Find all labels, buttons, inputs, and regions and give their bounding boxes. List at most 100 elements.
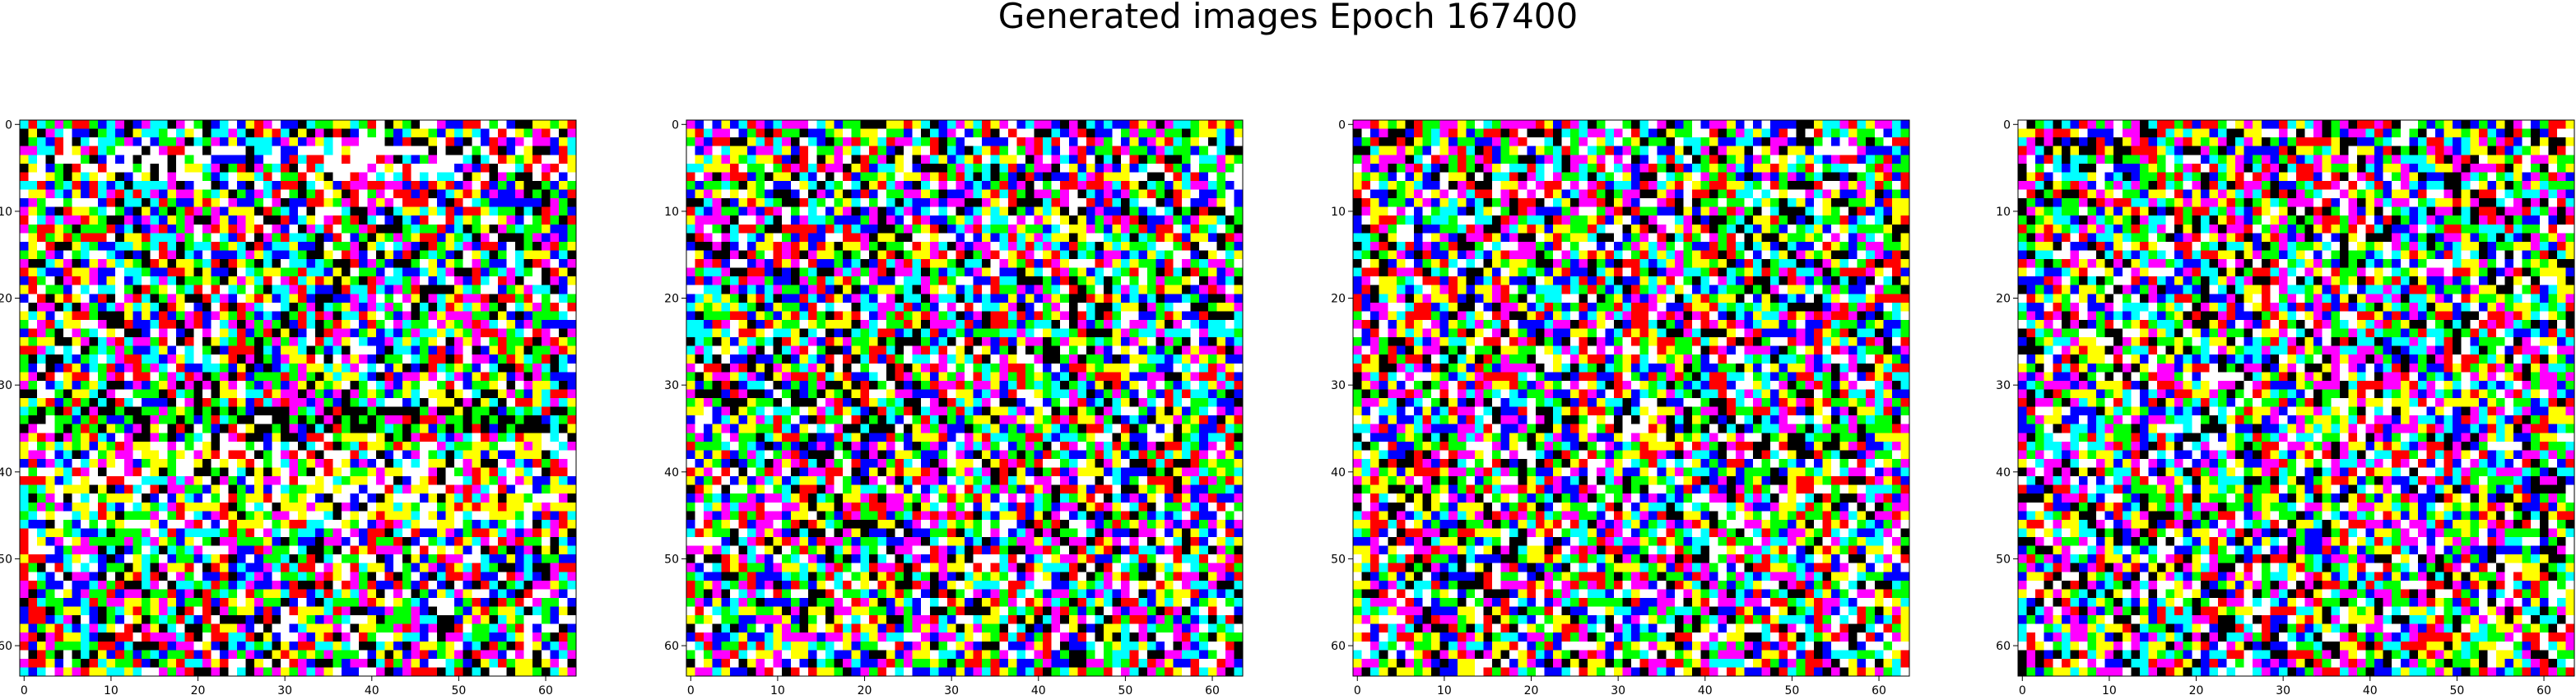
pixel	[28, 345, 38, 355]
pixel	[202, 511, 212, 521]
pixel	[567, 198, 577, 208]
pixel	[167, 198, 177, 208]
pixel	[315, 641, 325, 651]
pixel	[1016, 180, 1026, 191]
pixel	[45, 441, 55, 451]
pixel	[272, 641, 281, 651]
pixel	[159, 180, 169, 191]
pixel	[228, 206, 238, 216]
pixel	[411, 180, 421, 191]
pixel	[393, 667, 403, 677]
pixel	[289, 354, 299, 364]
pixel	[245, 615, 255, 625]
pixel	[558, 128, 569, 138]
pixel	[106, 224, 116, 234]
pixel	[567, 398, 577, 408]
pixel	[419, 146, 430, 155]
pixel	[315, 450, 325, 460]
pixel	[506, 658, 516, 669]
pixel	[315, 476, 325, 486]
pixel	[89, 389, 99, 399]
pixel	[28, 233, 38, 243]
pixel	[133, 319, 142, 330]
pixel	[523, 363, 533, 373]
pixel	[567, 389, 577, 399]
pixel	[167, 450, 177, 460]
pixel	[306, 519, 316, 530]
pixel	[315, 302, 325, 312]
pixel	[558, 302, 569, 312]
pixel	[756, 206, 765, 216]
pixel	[141, 155, 151, 164]
pixel	[393, 389, 403, 399]
pixel	[211, 276, 221, 286]
pixel	[497, 311, 508, 321]
pixel	[123, 328, 133, 338]
pixel	[497, 146, 508, 155]
pixel	[1016, 189, 1026, 199]
pixel	[1129, 120, 1139, 130]
pixel	[106, 337, 116, 347]
pixel	[80, 233, 91, 243]
pixel	[263, 155, 272, 164]
pixel	[437, 597, 447, 608]
pixel	[506, 597, 516, 608]
pixel	[80, 224, 91, 234]
pixel	[567, 502, 577, 512]
pixel	[254, 606, 264, 616]
pixel	[704, 198, 714, 208]
pixel	[167, 206, 177, 216]
pixel	[133, 267, 142, 277]
pixel	[532, 441, 542, 451]
pixel	[263, 658, 272, 669]
pixel	[237, 597, 247, 608]
pixel	[350, 163, 360, 173]
pixel	[280, 380, 291, 391]
pixel	[254, 580, 264, 590]
pixel	[272, 650, 281, 660]
pixel	[1164, 180, 1174, 191]
pixel	[289, 180, 299, 191]
pixel	[1007, 206, 1017, 216]
pixel	[80, 493, 91, 503]
pixel	[428, 215, 438, 225]
pixel	[712, 128, 722, 138]
pixel	[272, 572, 281, 581]
pixel	[384, 398, 394, 408]
pixel	[567, 267, 577, 277]
pixel	[63, 146, 72, 155]
pixel	[384, 259, 394, 269]
pixel	[219, 337, 230, 347]
pixel	[176, 146, 186, 155]
pixel	[54, 667, 64, 677]
pixel	[1207, 198, 1217, 208]
pixel	[1138, 215, 1148, 225]
pixel	[315, 511, 325, 521]
pixel	[332, 276, 342, 286]
pixel	[323, 267, 333, 277]
pixel	[298, 180, 308, 191]
pixel	[419, 484, 430, 494]
pixel	[506, 146, 516, 155]
pixel	[323, 172, 333, 182]
pixel	[550, 493, 560, 503]
pixel	[176, 241, 186, 252]
pixel	[929, 137, 939, 147]
pixel	[376, 650, 386, 660]
pixel	[523, 424, 533, 433]
pixel	[515, 259, 525, 269]
pixel	[515, 589, 525, 599]
pixel	[1121, 163, 1131, 173]
pixel	[263, 337, 272, 347]
pixel	[176, 667, 186, 677]
pixel	[402, 632, 412, 642]
pixel	[245, 528, 255, 538]
pixel	[1077, 120, 1087, 130]
pixel	[445, 215, 455, 225]
pixel	[851, 172, 861, 182]
pixel	[150, 354, 160, 364]
pixel	[167, 372, 177, 382]
pixel	[411, 155, 421, 164]
pixel	[20, 493, 30, 503]
pixel	[480, 476, 490, 486]
